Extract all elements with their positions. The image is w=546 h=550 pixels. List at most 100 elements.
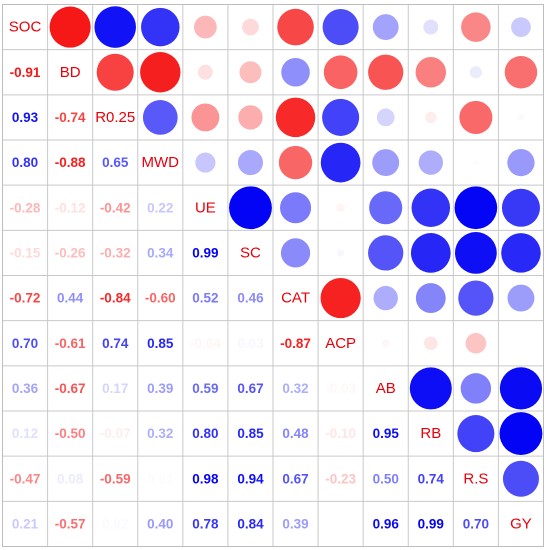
correlation-circle (511, 17, 531, 37)
correlation-value: -0.50 (55, 426, 86, 441)
correlation-value: -0.61 (55, 336, 86, 351)
variable-label: RB (420, 425, 441, 442)
correlation-value: 0.80 (12, 155, 38, 170)
correlation-value: 0.85 (147, 336, 174, 351)
correlation-circle (469, 66, 482, 79)
correlation-circle (425, 111, 437, 124)
correlation-value: -0.60 (145, 291, 176, 306)
correlation-circle (504, 55, 538, 89)
correlation-circle (458, 280, 494, 316)
correlation-circle (372, 14, 399, 41)
correlation-value: -0.03 (325, 381, 356, 396)
correlation-circle (277, 8, 314, 46)
variable-label: ACP (325, 335, 356, 352)
correlation-value: 0.21 (12, 516, 39, 531)
correlation-circle (280, 192, 312, 224)
correlation-circle (459, 100, 493, 134)
correlation-circle (336, 249, 345, 257)
correlation-value: 0.85 (237, 426, 264, 441)
correlation-circle (195, 152, 216, 173)
correlation-circle (376, 108, 395, 127)
variable-label: R0.25 (95, 109, 135, 126)
correlation-circle (280, 238, 311, 268)
correlation-value: -0.15 (10, 245, 41, 260)
correlation-circle (411, 188, 451, 228)
correlation-circle (415, 283, 446, 314)
correlation-circle (499, 412, 543, 456)
variable-label: UE (195, 199, 216, 216)
correlation-circle (423, 336, 438, 351)
correlation-circle (520, 342, 522, 344)
correlation-value: 0.40 (147, 516, 173, 531)
correlation-circle (239, 61, 262, 84)
variable-label: AB (376, 380, 396, 397)
correlation-value: 0.65 (102, 155, 129, 170)
correlation-circle (460, 373, 492, 404)
correlation-value: 0.02 (102, 516, 128, 531)
correlation-value: 0.08 (57, 471, 84, 486)
correlation-value: 0.03 (237, 336, 264, 351)
correlation-circle (373, 285, 398, 311)
correlation-value: -0.10 (325, 426, 356, 441)
variable-label: BD (60, 64, 81, 81)
correlation-circle (336, 203, 345, 213)
correlation-value: 0.96 (373, 516, 400, 531)
grid-lines (2, 4, 544, 547)
correlation-circle (322, 98, 360, 136)
correlation-value: 0.67 (237, 381, 263, 396)
correlation-circle (141, 7, 180, 47)
variable-label: R.S (463, 470, 488, 487)
correlation-value: -0.88 (55, 155, 86, 170)
correlation-circle (457, 415, 495, 453)
correlation-value: -0.42 (100, 200, 131, 215)
correlation-value: -0.67 (55, 381, 86, 396)
correlation-value: -0.59 (100, 471, 131, 486)
correlation-value: 0.70 (12, 336, 38, 351)
correlation-circle (454, 232, 497, 274)
correlation-value: 0.95 (373, 426, 400, 441)
correlation-circle (465, 332, 487, 354)
correlation-circle (320, 277, 361, 319)
correlation-value: -0.04 (190, 336, 221, 351)
correlation-circle (322, 9, 359, 46)
correlation-value: -0.47 (10, 471, 41, 486)
correlation-value: 0.59 (192, 381, 218, 396)
correlation-value: 0.32 (147, 426, 173, 441)
correlation-circle (507, 284, 535, 312)
correlation-value: 0.84 (237, 516, 264, 531)
correlation-value: 0.12 (12, 426, 38, 441)
correlation-circle (368, 235, 404, 271)
correlation-circle (281, 57, 310, 87)
correlation-circle (368, 54, 404, 90)
correlation-circle (140, 52, 181, 93)
correlation-circle (238, 105, 263, 130)
correlation-value: 0.17 (102, 381, 128, 396)
correlation-value: 0.78 (192, 516, 219, 531)
correlation-circle (501, 233, 541, 273)
correlation-value: 0.74 (102, 336, 129, 351)
variable-label: SC (240, 244, 261, 261)
correlation-value: 0.50 (373, 471, 399, 486)
correlation-value: 0.46 (237, 291, 264, 306)
correlation-value: 0.94 (237, 471, 264, 486)
correlation-value: 0.80 (192, 426, 218, 441)
correlation-value: 0.99 (192, 245, 218, 260)
correlation-value: 0.39 (147, 381, 173, 396)
correlation-circle (423, 19, 439, 35)
correlation-value: -0.87 (280, 336, 311, 351)
correlation-value: -0.28 (10, 200, 41, 215)
correlation-circle (502, 460, 539, 497)
variable-label: MWD (142, 154, 180, 171)
correlation-circle (193, 15, 217, 39)
matrix-frame (2, 4, 544, 547)
correlation-value: 0.22 (147, 200, 173, 215)
correlation-circle (372, 149, 400, 177)
correlation-value: 0.67 (282, 471, 308, 486)
correlation-circle (142, 100, 178, 135)
correlation-value: 0.44 (57, 291, 84, 306)
correlation-value: 0.93 (12, 110, 39, 125)
correlation-circle (237, 150, 264, 176)
correlation-circle (323, 55, 358, 90)
correlation-circle (197, 64, 213, 80)
